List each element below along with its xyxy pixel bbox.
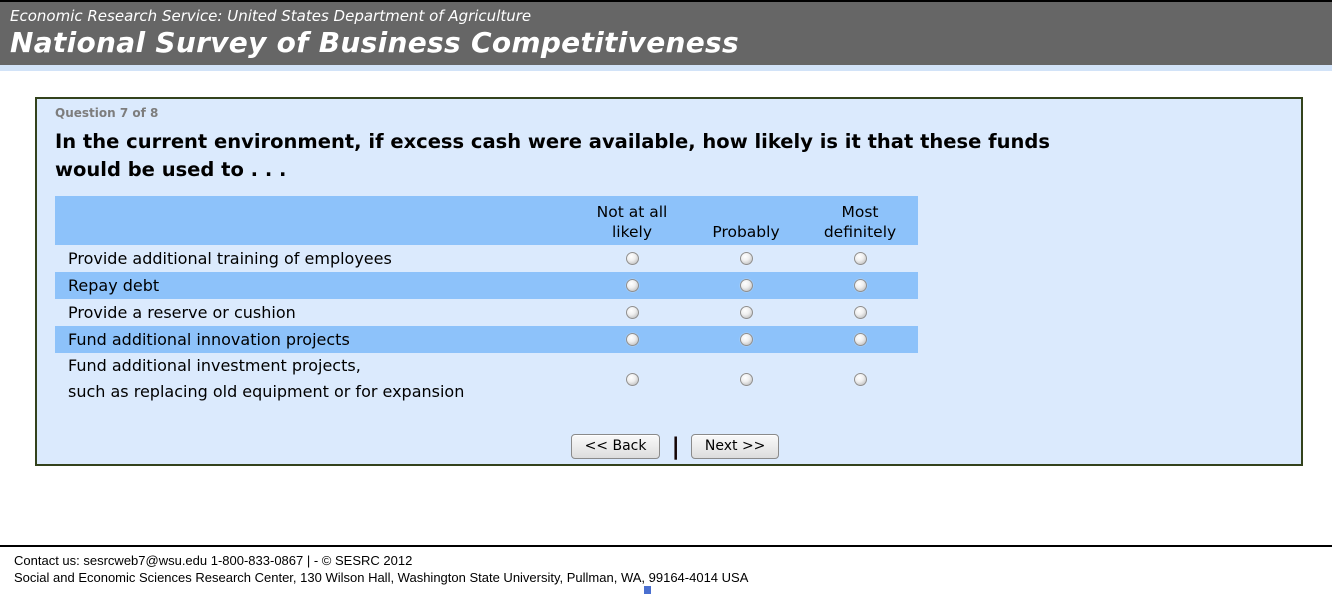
radio-cell <box>575 326 689 353</box>
radio-button[interactable] <box>853 372 867 386</box>
radio-button[interactable] <box>853 252 867 265</box>
radio-cell <box>689 353 803 405</box>
radio-cell <box>803 326 917 353</box>
site-header: Economic Research Service: United States… <box>0 2 1332 65</box>
radio-cell <box>689 272 803 299</box>
radio-button[interactable] <box>625 252 639 265</box>
radio-button[interactable] <box>739 306 753 319</box>
navigation-buttons: << Back | Next >> <box>55 434 1295 459</box>
button-separator: | <box>671 433 680 460</box>
page-footer: Contact us: sesrcweb7@wsu.edu 1-800-833-… <box>0 545 1332 586</box>
table-row: Repay debt <box>55 272 918 299</box>
header-accent-strip <box>0 65 1332 71</box>
answer-table-header: Not at all likely Probably Most definite… <box>55 196 918 245</box>
radio-button[interactable] <box>625 372 639 386</box>
table-row: Fund additional innovation projects <box>55 326 918 353</box>
radio-button[interactable] <box>739 252 753 265</box>
question-panel: Question 7 of 8 In the current environme… <box>35 97 1303 466</box>
column-header-most-definitely: Most definitely <box>823 203 897 241</box>
radio-cell <box>803 245 917 272</box>
radio-button[interactable] <box>739 372 753 386</box>
radio-button[interactable] <box>625 306 639 319</box>
radio-cell <box>803 353 917 405</box>
survey-title: National Survey of Business Competitiven… <box>10 26 739 59</box>
radio-cell <box>575 245 689 272</box>
answer-table: Not at all likely Probably Most definite… <box>55 196 918 405</box>
stray-cursor-mark <box>644 586 651 594</box>
row-label: Repay debt <box>68 275 160 295</box>
radio-cell <box>575 272 689 299</box>
radio-cell <box>575 299 689 326</box>
radio-cell <box>575 353 689 405</box>
next-button[interactable]: Next >> <box>690 434 780 459</box>
question-progress: Question 7 of 8 <box>55 106 159 120</box>
top-border-line <box>0 0 1332 2</box>
radio-cell <box>803 299 917 326</box>
column-header-probably: Probably <box>712 223 780 241</box>
radio-button[interactable] <box>625 279 639 292</box>
radio-button[interactable] <box>625 333 639 346</box>
footer-address-line: Social and Economic Sciences Research Ce… <box>14 570 749 585</box>
back-button[interactable]: << Back <box>570 434 661 459</box>
table-row: Provide additional training of employees <box>55 245 918 272</box>
radio-button[interactable] <box>853 279 867 292</box>
radio-cell <box>689 326 803 353</box>
row-label: Provide additional training of employees <box>68 248 392 268</box>
agency-name: Economic Research Service: United States… <box>10 7 532 25</box>
radio-button[interactable] <box>739 279 753 292</box>
footer-contact-line: Contact us: sesrcweb7@wsu.edu 1-800-833-… <box>14 553 413 568</box>
radio-button[interactable] <box>853 333 867 346</box>
row-label: Fund additional investment projects, suc… <box>68 356 465 401</box>
row-label: Provide a reserve or cushion <box>68 302 296 322</box>
radio-cell <box>689 245 803 272</box>
row-label: Fund additional innovation projects <box>68 329 350 349</box>
question-text: In the current environment, if excess ca… <box>55 130 1050 181</box>
radio-cell <box>689 299 803 326</box>
table-row: Fund additional investment projects, suc… <box>55 353 918 405</box>
radio-cell <box>803 272 917 299</box>
radio-button[interactable] <box>853 306 867 319</box>
table-row: Provide a reserve or cushion <box>55 299 918 326</box>
radio-button[interactable] <box>739 333 753 346</box>
column-header-not-at-all-likely: Not at all likely <box>596 203 668 241</box>
